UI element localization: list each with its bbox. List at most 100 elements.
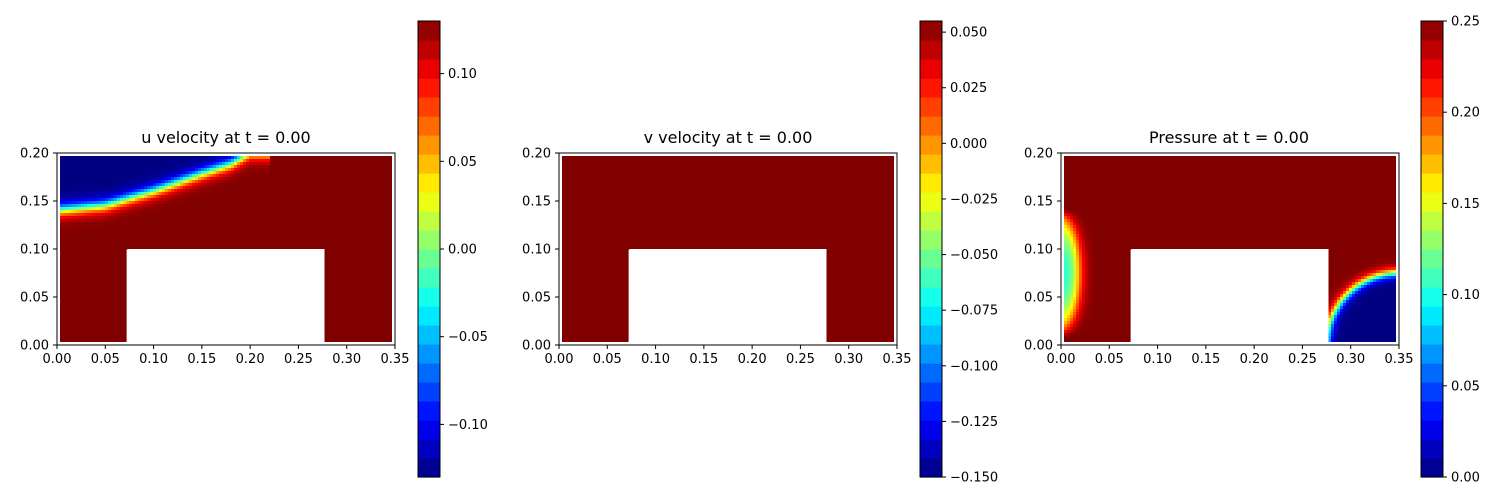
- heatmap-cell: [321, 201, 325, 205]
- heatmap-cell: [153, 231, 157, 235]
- heatmap-cell: [108, 183, 112, 187]
- heatmap-cell: [222, 162, 226, 166]
- heatmap-cell: [123, 216, 127, 220]
- heatmap-cell: [267, 195, 271, 199]
- heatmap-cell: [93, 264, 97, 268]
- heatmap-cell: [114, 171, 118, 175]
- heatmap-cell: [267, 186, 271, 190]
- heatmap-cell: [264, 246, 268, 250]
- heatmap-cell: [324, 216, 328, 220]
- heatmap-cell: [99, 285, 103, 289]
- colorbar-band: [418, 135, 440, 155]
- colorbar-band: [418, 211, 440, 231]
- heatmap-cell: [189, 183, 193, 187]
- heatmap-cell: [105, 258, 109, 262]
- heatmap-cell: [111, 171, 115, 175]
- heatmap-cell: [165, 177, 169, 181]
- heatmap-cell: [174, 231, 178, 235]
- heatmap-cell: [99, 159, 103, 163]
- heatmap-cell: [99, 321, 103, 325]
- heatmap-cell: [270, 159, 274, 163]
- heatmap-cell: [246, 162, 250, 166]
- heatmap-cell: [225, 198, 229, 202]
- heatmap-cell: [288, 165, 292, 169]
- heatmap-cell: [120, 216, 124, 220]
- heatmap-cell: [270, 156, 274, 160]
- heatmap-cell: [84, 231, 88, 235]
- heatmap-cell: [276, 168, 280, 172]
- heatmap-cell: [66, 225, 70, 229]
- heatmap-cell: [81, 213, 85, 217]
- heatmap-cell: [312, 234, 316, 238]
- heatmap-cell: [171, 216, 175, 220]
- heatmap-cell: [150, 240, 154, 244]
- heatmap-cell: [255, 189, 259, 193]
- heatmap-cell: [279, 204, 283, 208]
- heatmap-cell: [282, 195, 286, 199]
- heatmap-cell: [294, 186, 298, 190]
- heatmap-cell: [312, 171, 316, 175]
- heatmap-cell: [264, 198, 268, 202]
- heatmap-cell: [153, 240, 157, 244]
- heatmap-cell: [84, 237, 88, 241]
- heatmap-cell: [147, 156, 151, 160]
- heatmap-cell: [219, 168, 223, 172]
- heatmap-cell: [60, 171, 64, 175]
- heatmap-cell: [165, 156, 169, 160]
- heatmap-cell: [285, 189, 289, 193]
- heatmap-cell: [228, 219, 232, 223]
- heatmap-cell: [108, 336, 112, 340]
- heatmap-cell: [84, 285, 88, 289]
- heatmap-cell: [159, 246, 163, 250]
- heatmap-cell: [309, 246, 313, 250]
- heatmap-cell: [246, 189, 250, 193]
- heatmap-cell: [102, 207, 106, 211]
- heatmap-cell: [222, 210, 226, 214]
- heatmap-cell: [81, 249, 85, 253]
- heatmap-cell: [81, 207, 85, 211]
- heatmap-cell: [270, 198, 274, 202]
- heatmap-cell: [210, 195, 214, 199]
- heatmap-cell: [177, 165, 181, 169]
- heatmap-cell: [276, 180, 280, 184]
- heatmap-cell: [90, 312, 94, 316]
- heatmap-cell: [114, 339, 118, 342]
- heatmap-cell: [111, 240, 115, 244]
- heatmap-cell: [303, 219, 307, 223]
- heatmap-cell: [291, 168, 295, 172]
- heatmap-cell: [186, 201, 190, 205]
- heatmap-cell: [78, 300, 82, 304]
- heatmap-cell: [90, 324, 94, 328]
- heatmap-cell: [309, 192, 313, 196]
- heatmap-cell: [87, 333, 91, 337]
- heatmap-cell: [72, 288, 76, 292]
- heatmap-cell: [108, 321, 112, 325]
- heatmap-cell: [276, 240, 280, 244]
- heatmap-cell: [183, 231, 187, 235]
- heatmap-cell: [111, 228, 115, 232]
- heatmap-cell: [123, 294, 127, 298]
- heatmap-cell: [177, 162, 181, 166]
- heatmap-cell: [165, 189, 169, 193]
- heatmap-cell: [321, 243, 325, 247]
- heatmap-cell: [255, 171, 259, 175]
- heatmap-cell: [126, 216, 130, 220]
- heatmap-cell: [78, 165, 82, 169]
- heatmap-cell: [87, 276, 91, 280]
- heatmap-cell: [129, 213, 133, 217]
- heatmap-cell: [282, 204, 286, 208]
- heatmap-cell: [306, 180, 310, 184]
- heatmap-cell: [189, 192, 193, 196]
- heatmap-cell: [78, 198, 82, 202]
- heatmap-cell: [66, 204, 70, 208]
- heatmap-cell: [207, 180, 211, 184]
- heatmap-cell: [93, 309, 97, 313]
- heatmap-cell: [108, 231, 112, 235]
- heatmap-cell: [324, 177, 328, 181]
- heatmap-cell: [231, 240, 235, 244]
- heatmap-cell: [81, 243, 85, 247]
- heatmap-cell: [141, 231, 145, 235]
- heatmap-cell: [63, 162, 67, 166]
- heatmap-cell: [246, 177, 250, 181]
- heatmap-cell: [111, 204, 115, 208]
